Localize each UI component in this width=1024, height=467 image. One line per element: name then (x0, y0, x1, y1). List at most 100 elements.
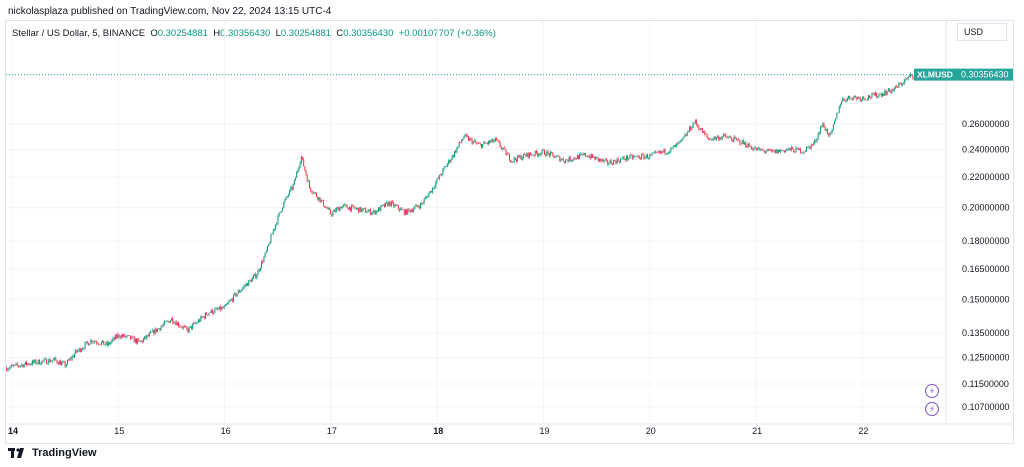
candle (811, 144, 813, 147)
candle (463, 135, 465, 140)
candle (148, 331, 150, 338)
candle (620, 157, 622, 163)
candle (243, 284, 245, 290)
close-label: C (336, 28, 344, 39)
candle (813, 142, 815, 146)
candle (54, 357, 56, 362)
lightning-icon[interactable]: ⚡ (925, 402, 939, 416)
candle (844, 98, 846, 103)
candle (878, 93, 880, 98)
candle (552, 152, 554, 157)
candle (597, 157, 599, 163)
candle (650, 153, 652, 157)
price-axis[interactable]: 0.26000000 0.24000000 0.22000000 0.20000000… (962, 119, 1010, 412)
candle (790, 145, 792, 152)
candle (228, 299, 230, 305)
candle (510, 159, 512, 163)
candle (491, 138, 493, 143)
candle (110, 341, 112, 346)
candle (608, 162, 610, 166)
time-tick-label: 14 (8, 426, 18, 436)
candle (299, 160, 301, 169)
candle (43, 357, 45, 363)
candle (742, 138, 744, 145)
candle (346, 204, 348, 208)
plus-circle-icon[interactable]: + (925, 384, 939, 398)
candle (190, 326, 192, 330)
time-axis[interactable]: 14 15 16 17 18 19 20 21 22 (8, 426, 868, 436)
candle (584, 152, 586, 158)
candle (320, 198, 322, 204)
candle (300, 155, 302, 165)
candle (331, 213, 333, 217)
candle (133, 335, 135, 343)
candle (670, 147, 672, 154)
candle (768, 148, 770, 152)
candle (417, 205, 419, 208)
candle (217, 307, 219, 310)
candle (485, 142, 487, 144)
candle (124, 333, 126, 338)
candle (107, 341, 109, 347)
candle (469, 137, 471, 142)
candle (390, 200, 392, 208)
candle (44, 357, 46, 360)
candle (434, 185, 436, 190)
candle (273, 228, 275, 232)
candle (821, 125, 823, 128)
candle (780, 148, 782, 154)
candle (505, 148, 507, 156)
candle (314, 191, 316, 194)
candle (507, 152, 509, 155)
candle (130, 335, 132, 341)
candle (684, 132, 686, 137)
footer-brand[interactable]: TradingView (8, 447, 97, 459)
candle (413, 207, 415, 213)
candle (561, 158, 563, 161)
candle (493, 139, 495, 143)
candle (113, 336, 115, 342)
candle (93, 340, 95, 344)
candle (610, 158, 612, 165)
candle (29, 363, 31, 366)
candle (637, 154, 639, 158)
candle (624, 158, 626, 163)
candle (899, 81, 901, 85)
candle (324, 206, 326, 208)
candle (142, 337, 144, 343)
candle (850, 98, 852, 99)
candle (164, 320, 166, 326)
candle (264, 252, 266, 258)
candle (277, 214, 279, 226)
candle (229, 299, 231, 303)
price-tag-symbol: XLMUSD (917, 70, 953, 80)
candle (100, 341, 102, 346)
candle (864, 98, 866, 101)
candle (78, 347, 80, 352)
time-tick-label: 20 (646, 426, 656, 436)
candle (479, 142, 481, 146)
candle (202, 316, 204, 318)
candle (595, 156, 597, 160)
candle (444, 165, 446, 169)
candle (880, 93, 882, 98)
candle (92, 341, 94, 345)
candle (409, 209, 411, 214)
candle (645, 153, 647, 159)
candle (293, 179, 295, 186)
candle (901, 83, 903, 87)
candle (804, 149, 806, 153)
candle (859, 96, 861, 102)
candle (885, 89, 887, 96)
candle (843, 97, 845, 101)
candle (128, 335, 130, 336)
candle (394, 203, 396, 208)
symbol-name[interactable]: Stellar / US Dollar, 5, BINANCE (12, 28, 146, 39)
candle (83, 347, 85, 351)
candle (187, 327, 189, 334)
candle (500, 145, 502, 150)
currency-selector[interactable]: USD (957, 23, 1007, 41)
candle (824, 126, 826, 132)
candle (711, 138, 713, 142)
